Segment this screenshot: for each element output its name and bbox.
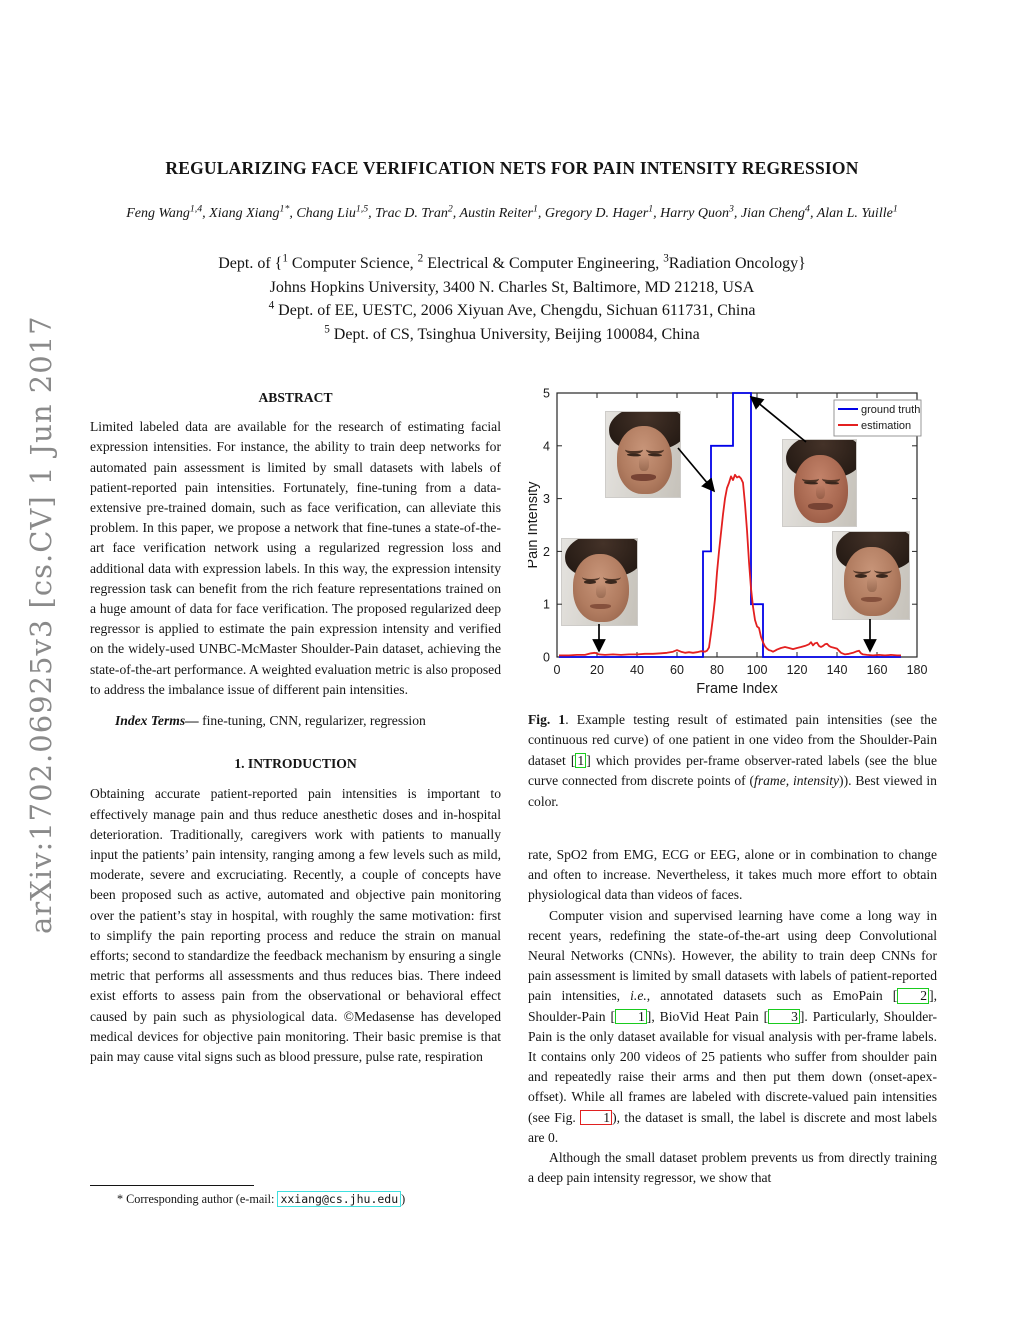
affiliation-line: 4 Dept. of EE, UESTC, 2006 Xiyuan Ave, C…: [268, 299, 756, 319]
affiliation-line: Johns Hopkins University, 3400 N. Charle…: [269, 278, 755, 296]
index-terms-text: fine-tuning, CNN, regularizer, regressio…: [198, 713, 426, 729]
face-inset-apex: [783, 440, 856, 526]
body-paragraph: Although the small dataset problem preve…: [528, 1150, 937, 1186]
affiliation-line: 5 Dept. of CS, Tsinghua University, Beij…: [324, 323, 700, 343]
author-affil-sup: 1: [533, 203, 538, 215]
author-affil-sup: 1: [892, 203, 898, 215]
author-name: Gregory D. Hager: [544, 206, 649, 221]
author-name: Feng Wang: [126, 206, 190, 221]
author-name: Trac D. Tran: [375, 206, 448, 221]
body-paragraph: rate, SpO2 from EMG, ECG or EEG, alone o…: [528, 847, 937, 903]
skin: [573, 553, 629, 623]
abstract-text: Limited labeled data are available for t…: [90, 419, 501, 697]
author-separator: ,: [289, 206, 297, 221]
author-affil-sup: 3: [728, 203, 734, 215]
y-tick-label: 4: [543, 439, 550, 453]
citation-link[interactable]: 2: [897, 988, 930, 1005]
skin: [793, 454, 848, 524]
index-terms-line: Index Terms— fine-tuning, CNN, regulariz…: [90, 711, 501, 731]
x-tick-label: 100: [747, 663, 768, 677]
ground-truth-line: [559, 392, 901, 658]
author-name: Jian Cheng: [740, 206, 806, 221]
affiliation-line: Dept. of {1 Computer Science, 2 Electric…: [218, 252, 806, 272]
author-affil-sup: 1: [648, 203, 654, 215]
chart-legend: ground truth estimation: [833, 399, 922, 437]
author-affil-sup: 1,4: [189, 203, 203, 215]
email-link[interactable]: xxiang@cs.jhu.edu: [277, 1191, 402, 1207]
skin: [844, 546, 901, 617]
x-tick-label: 40: [630, 663, 644, 677]
estimation-line: [559, 473, 901, 657]
arxiv-watermark: arXiv:1702.06925v3 [cs.CV] 1 Jun 2017: [24, 315, 58, 934]
x-tick-label: 60: [670, 663, 684, 677]
author-name: Austin Reiter: [459, 206, 534, 221]
footnote-text: * Corresponding author (e-mail: xxiang@c…: [90, 1191, 501, 1207]
right-column: rate, SpO2 from EMG, ECG or EEG, alone o…: [528, 845, 937, 1188]
legend-label: estimation: [861, 420, 911, 432]
author-separator: ,: [733, 206, 741, 221]
legend-label: ground truth: [861, 404, 920, 416]
author-affil-sup: 2: [447, 203, 453, 215]
x-tick-label: 20: [590, 663, 604, 677]
author-separator: ,: [537, 206, 545, 221]
abstract-heading: ABSTRACT: [258, 390, 333, 405]
citation-link[interactable]: 3: [768, 1008, 800, 1025]
author-separator: ,: [202, 206, 210, 221]
index-terms-label: Index Terms—: [115, 713, 199, 729]
x-tick-label: 120: [787, 663, 808, 677]
author-separator: ,: [368, 206, 376, 221]
author-name: Chang Liu: [296, 206, 356, 221]
skin: [617, 426, 672, 495]
footnote-rule: [90, 1185, 254, 1186]
author-name: Xiang Xiang: [209, 206, 280, 221]
y-tick-label: 1: [543, 598, 550, 612]
x-tick-label: 80: [710, 663, 724, 677]
y-tick-label: 0: [543, 651, 550, 665]
author-affil-sup: 1,5: [355, 203, 369, 215]
y-tick-label: 5: [543, 387, 550, 401]
author-affil-sup: 4: [805, 203, 810, 215]
left-column: ABSTRACT Limited labeled data are availa…: [90, 388, 501, 1067]
face-inset-onset: [606, 412, 680, 497]
author-separator: ,: [653, 206, 661, 221]
citation-link[interactable]: 1: [615, 1008, 647, 1025]
x-tick-label: 180: [907, 663, 928, 677]
body-paragraph: Computer vision and supervised learning …: [528, 907, 938, 1145]
author-separator: ,: [452, 206, 460, 221]
author-name: Alan L. Yuille: [816, 206, 893, 221]
footnote-suffix: ): [401, 1192, 406, 1206]
author-name: Harry Quon: [660, 206, 729, 221]
x-tick-label: 0: [554, 663, 561, 677]
x-axis-label: Frame Index: [696, 681, 778, 697]
citation-link[interactable]: 1: [580, 1109, 613, 1126]
x-tick-label: 160: [867, 663, 888, 677]
y-axis-label: Pain Intensity: [528, 481, 541, 569]
paper-title: REGULARIZING FACE VERIFICATION NETS FOR …: [165, 158, 859, 178]
x-tick-label: 140: [827, 663, 848, 677]
affiliations-block: Dept. of {1 Computer Science, 2 Electric…: [0, 252, 1024, 346]
author-separator: ,: [809, 206, 817, 221]
introduction-heading: 1. INTRODUCTION: [234, 756, 357, 772]
y-tick-label: 2: [543, 545, 550, 559]
introduction-paragraph: Obtaining accurate patient-reported pain…: [90, 786, 501, 1065]
footnote: * Corresponding author (e-mail: xxiang@c…: [90, 1185, 501, 1207]
authors-line: Feng Wang1,4, Xiang Xiang1*, Chang Liu1,…: [0, 203, 1024, 222]
footnote-prefix: * Corresponding author (e-mail:: [117, 1192, 278, 1206]
figure-1-caption: Fig. 1. Example testing result of estima…: [528, 712, 937, 809]
face-inset-neutral-left: [562, 539, 637, 625]
author-affil-sup: 1*: [279, 203, 290, 215]
face-inset-neutral-right: [833, 532, 909, 619]
citation-link[interactable]: 1: [575, 752, 587, 769]
figure-1-chart: 0 20 40 60 80 100 120 140 160 180 0 1 2 3 4 5 Frame Inde…: [528, 380, 940, 698]
y-tick-label: 3: [543, 492, 550, 506]
